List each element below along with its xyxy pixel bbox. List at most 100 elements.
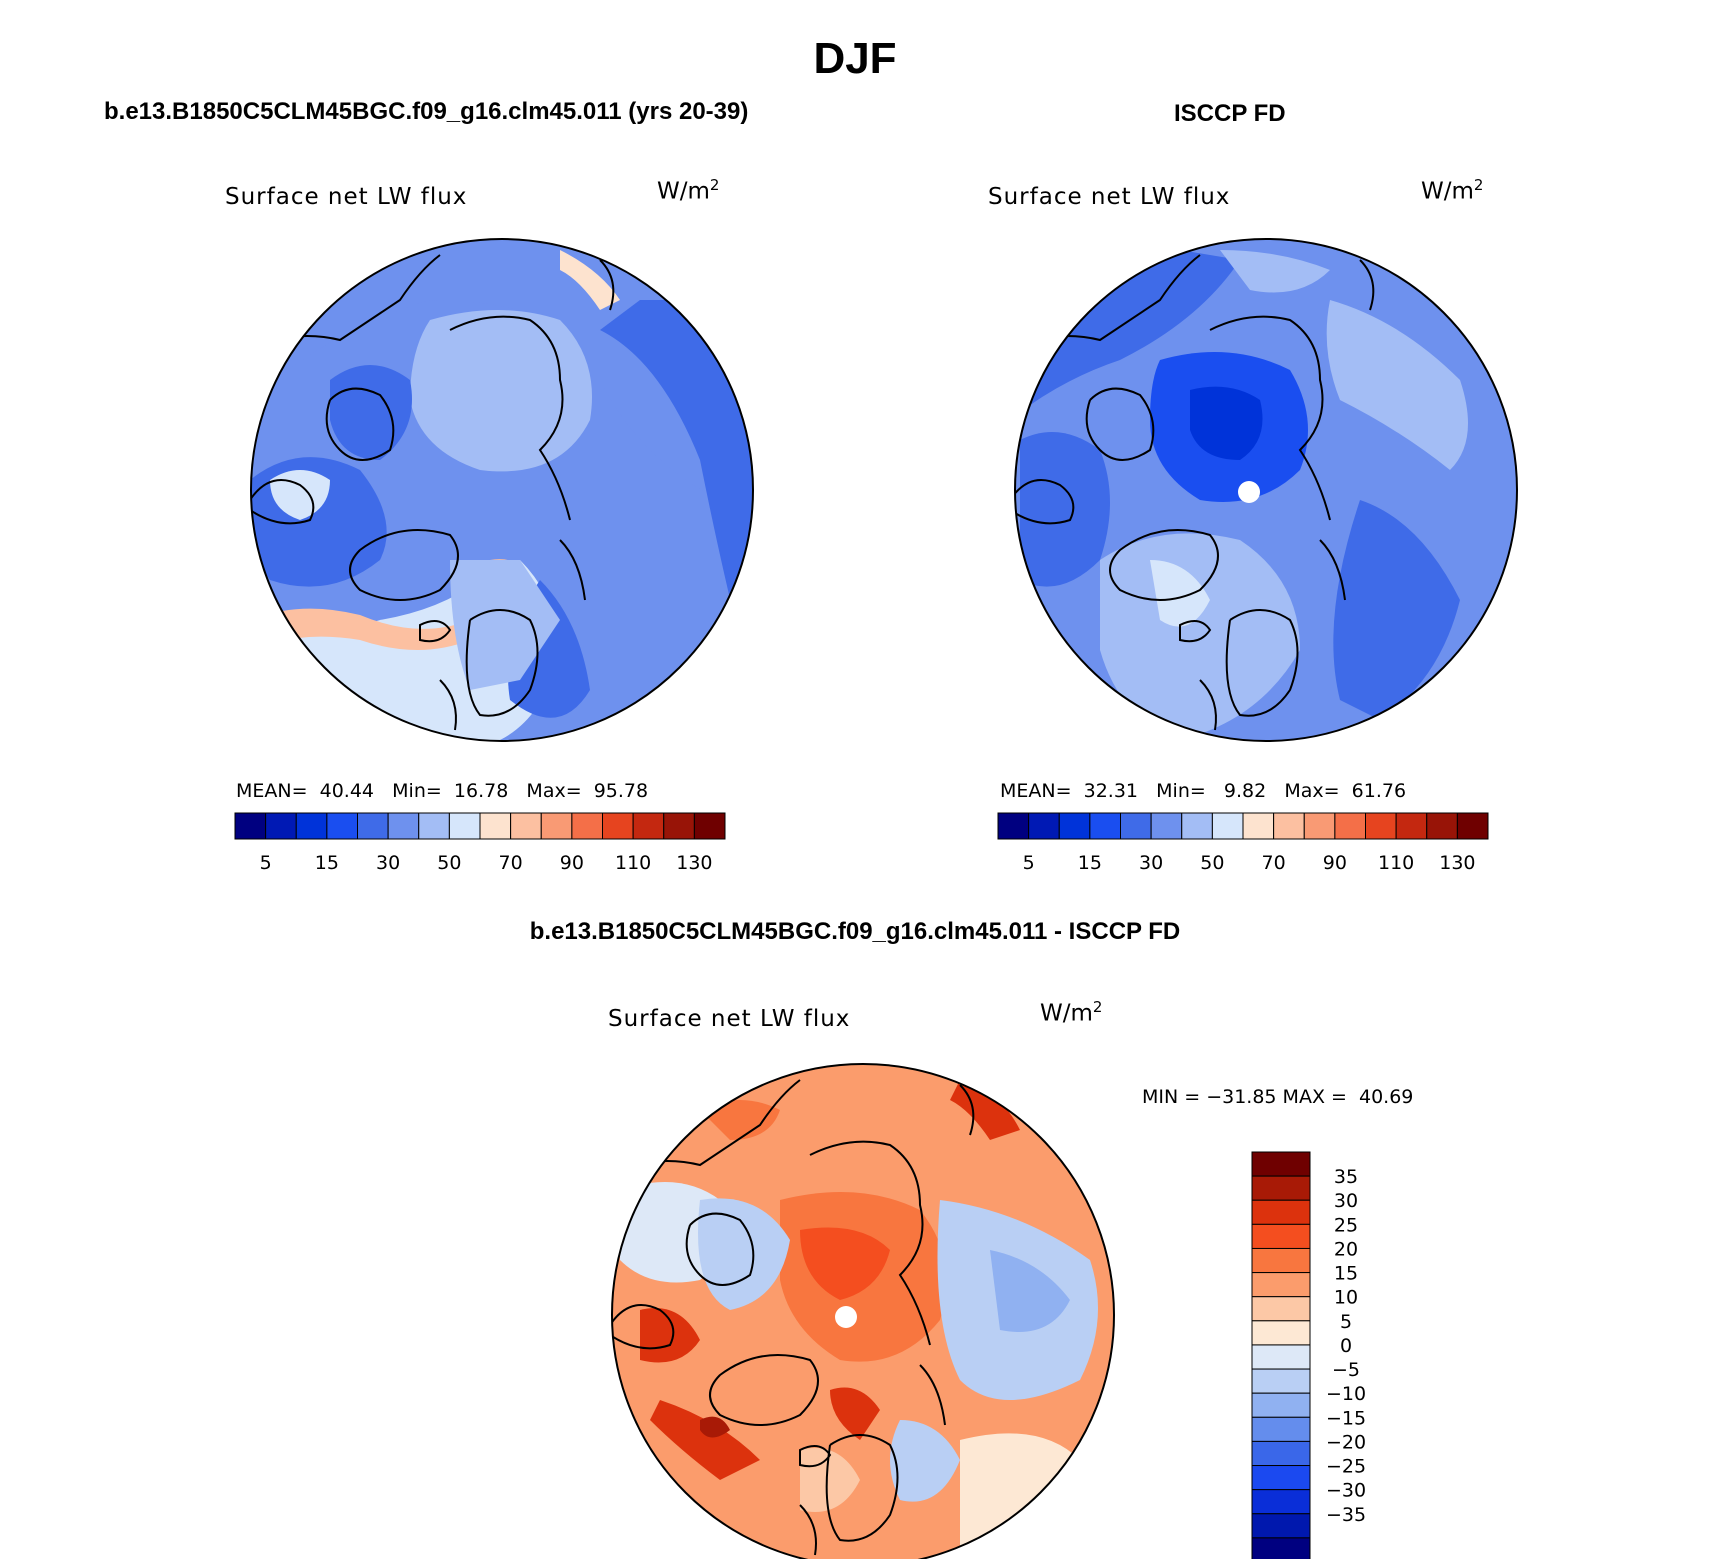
colorbar-obs-swatch: [1273, 812, 1305, 840]
colorbar-model-swatch: [265, 812, 297, 840]
colorbar-diff-swatch: [1251, 1175, 1311, 1201]
colorbar-obs-tick-label: 130: [1439, 852, 1475, 874]
colorbar-model-tick-label: 110: [615, 852, 651, 874]
colorbar-obs-swatch: [1395, 812, 1428, 840]
colorbar-diff-swatch: [1251, 1416, 1311, 1442]
colorbar-obs-tick-label: 5: [1023, 852, 1035, 874]
colorbar-model-swatch: [387, 812, 420, 840]
coastlines-obs: [1015, 254, 1375, 731]
colorbar-diff-tick-label: 15: [1334, 1263, 1358, 1285]
map-border-diff: [611, 1063, 1115, 1559]
colorbar-model-tick-label: 90: [560, 852, 584, 874]
colorbar-obs-swatch: [1426, 812, 1458, 840]
colorbar-model-swatch: [418, 812, 450, 840]
colorbar-model-swatch: [632, 812, 665, 840]
colorbar-model-swatch: [326, 812, 358, 840]
colorbar-model-swatch: [448, 812, 481, 840]
units-label-model: W/m2: [657, 176, 720, 205]
colorbar-diff-tick-label: 10: [1334, 1287, 1358, 1309]
map-border-model: [250, 238, 754, 742]
colorbar-model-swatch: [693, 812, 726, 840]
colorbar-model-swatch: [510, 812, 542, 840]
colorbar-diff-tick-label: 35: [1334, 1166, 1358, 1188]
pole-hole-obs: [1238, 481, 1260, 503]
panel-title-diff: b.e13.B1850C5CLM45BGC.f09_g16.clm45.011 …: [529, 918, 1181, 945]
colorbar-diff-swatch: [1251, 1272, 1311, 1298]
colorbar-obs: 5 15 30 50 70 90 110 130: [997, 812, 1489, 874]
colorbar-model-tick-label: 15: [315, 852, 339, 874]
colorbar-model-swatch: [602, 812, 634, 840]
polar-map-model: [251, 239, 753, 741]
units-label-obs: W/m2: [1421, 176, 1484, 205]
season-title: DJF: [813, 34, 897, 83]
colorbar-diff-swatch: [1251, 1465, 1311, 1491]
panel-title-obs: ISCCP FD: [1174, 100, 1286, 127]
minmax-diff: MIN = −31.85 MAX = 40.69: [1142, 1086, 1414, 1108]
colorbar-obs-tick-label: 110: [1378, 852, 1414, 874]
colorbar-diff-tick-label: −35: [1326, 1504, 1366, 1526]
stats-obs: MEAN= 32.31 Min= 9.82 Max= 61.76: [1000, 780, 1407, 802]
colorbar-diff-swatch: [1251, 1247, 1311, 1274]
colorbar-obs-tick-label: 70: [1262, 852, 1286, 874]
colorbar-obs-swatch: [997, 812, 1030, 840]
variable-label-obs: Surface net LW flux: [988, 184, 1231, 210]
colorbar-diff-swatch: [1251, 1489, 1311, 1515]
colorbar-diff-tick-label: −25: [1326, 1456, 1366, 1478]
panel-title-model: b.e13.B1850C5CLM45BGC.f09_g16.clm45.011 …: [104, 98, 749, 125]
colorbar-diff-tick-label: −15: [1326, 1407, 1366, 1429]
colorbar-diff-tick-label: 5: [1340, 1311, 1352, 1333]
colorbar-obs-swatch: [1365, 812, 1397, 840]
colorbar-obs-tick-label: 50: [1200, 852, 1224, 874]
colorbar-diff-tick-label: −30: [1326, 1480, 1366, 1502]
colorbar-model-swatch: [479, 812, 512, 840]
colorbar-model-swatch: [295, 812, 328, 840]
colorbar-obs-swatch: [1211, 812, 1244, 840]
colorbar-obs-swatch: [1058, 812, 1091, 840]
colorbar-model-tick-label: 30: [376, 852, 400, 874]
colorbar-model-tick-label: 5: [260, 852, 272, 874]
colorbar-obs-tick-label: 15: [1078, 852, 1102, 874]
colorbar-obs-swatch: [1181, 812, 1213, 840]
colorbar-diff-tick-label: −5: [1332, 1359, 1360, 1381]
colorbar-obs-tick-label: 30: [1139, 852, 1163, 874]
colorbar-obs-swatch: [1242, 812, 1275, 840]
variable-label-diff: Surface net LW flux: [608, 1006, 851, 1032]
colorbar-model-tick-label: 130: [676, 852, 712, 874]
colorbar-diff-swatch: [1251, 1513, 1311, 1539]
colorbar-diff-swatch: [1251, 1368, 1311, 1394]
polar-map-diff: [612, 1064, 1114, 1559]
colorbar-diff-tick-label: 20: [1334, 1238, 1358, 1260]
colorbar-obs-swatch: [1120, 812, 1152, 840]
colorbar-obs-swatch: [1456, 812, 1489, 840]
colorbar-diff-swatch: [1251, 1392, 1311, 1418]
colorbar-diff-swatch: [1251, 1344, 1311, 1370]
colorbar-diff-tick-label: −10: [1326, 1383, 1366, 1405]
map-border-obs: [1014, 238, 1518, 742]
colorbar-obs-swatch: [1089, 812, 1121, 840]
colorbar-model-swatch: [357, 812, 389, 840]
polar-map-obs: [1015, 239, 1517, 741]
colorbar-diff-swatch: [1251, 1199, 1311, 1225]
colorbar-diff-swatch: [1251, 1537, 1311, 1559]
colorbar-diff-tick-label: 30: [1334, 1190, 1358, 1212]
colorbar-obs-swatch: [1334, 812, 1366, 840]
colorbar-diff-swatch: [1251, 1440, 1311, 1467]
colorbar-obs-swatch: [1150, 812, 1183, 840]
colorbar-model-tick-label: 50: [437, 852, 461, 874]
colorbar-diff-tick-label: 0: [1340, 1335, 1352, 1357]
colorbar-model-tick-label: 70: [499, 852, 523, 874]
colorbar-obs-swatch: [1303, 812, 1336, 840]
variable-label-model: Surface net LW flux: [225, 184, 468, 210]
colorbar-obs-swatch: [1028, 812, 1060, 840]
colorbar-diff-swatch: [1251, 1223, 1311, 1249]
colorbar-model: 5 15 30 50 70 90 110 130: [234, 812, 726, 874]
colorbar-diff-swatch: [1251, 1296, 1311, 1322]
pole-hole-diff: [835, 1306, 857, 1328]
stats-model: MEAN= 40.44 Min= 16.78 Max= 95.78: [236, 780, 649, 802]
colorbar-diff-swatch: [1251, 1151, 1311, 1177]
colorbar-model-swatch: [663, 812, 695, 840]
colorbar-obs-tick-label: 90: [1323, 852, 1347, 874]
colorbar-diff-swatch: [1251, 1320, 1311, 1346]
